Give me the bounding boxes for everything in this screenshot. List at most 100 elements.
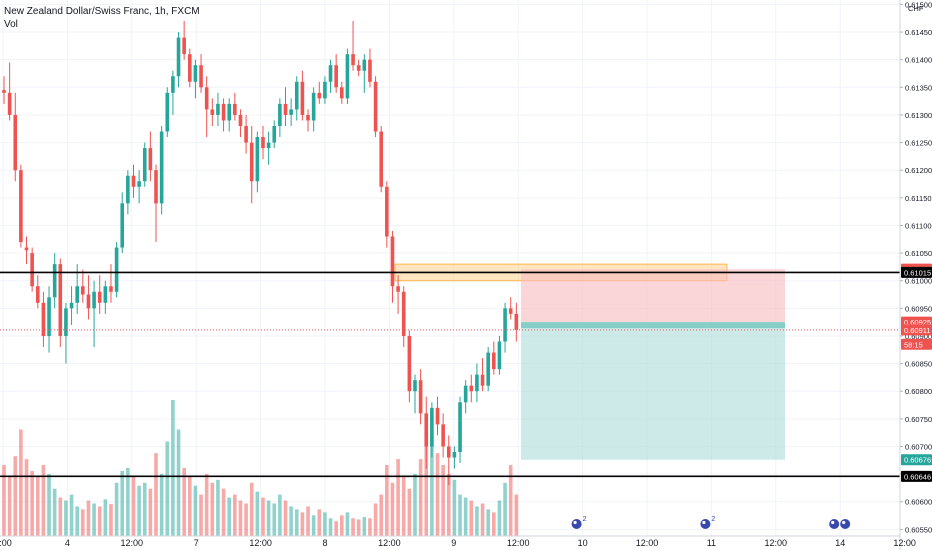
volume-bar: [103, 499, 108, 536]
volume-bar: [41, 465, 46, 536]
candle-body: [430, 407, 434, 447]
candle-body: [283, 103, 288, 115]
candle-body: [306, 114, 310, 121]
volume-bar: [323, 512, 327, 536]
price-tick-label: 0.60850: [905, 360, 932, 369]
price-tick-label: 0.61250: [905, 139, 932, 148]
price-tag-label: 0.61015: [904, 268, 931, 277]
candle-body: [159, 131, 164, 204]
candle-body: [261, 137, 265, 149]
price-axis[interactable]: 0.61500 0.61450 0.61400 0.61350 0.61300 0.612…: [899, 0, 932, 550]
volume-bar: [300, 512, 305, 536]
volume-bar: [249, 482, 254, 536]
candle-body: [373, 81, 378, 132]
volume-bar: [86, 500, 91, 536]
candle-body: [379, 131, 384, 187]
volume-bar: [514, 494, 519, 536]
volume-bar: [283, 500, 288, 536]
candle-body: [272, 125, 277, 143]
volume-bars: [2, 400, 519, 536]
volume-bar: [266, 500, 271, 536]
candle-body: [126, 175, 130, 204]
volume-bar: [385, 465, 389, 536]
volume-bar: [148, 488, 153, 536]
price-tag-label: 0.60676: [904, 456, 931, 465]
time-tick-label: 9: [451, 538, 456, 548]
volume-bar: [379, 494, 384, 536]
volume-bar: [244, 503, 248, 536]
price-tag-label: 0.60911: [904, 326, 931, 335]
volume-bar: [469, 500, 474, 536]
volume-bar: [52, 488, 57, 536]
volume-bar: [497, 500, 502, 536]
volume-bar: [227, 497, 231, 536]
horizontal-lines[interactable]: [0, 271, 900, 478]
volume-bar: [390, 482, 395, 536]
candle-body: [52, 264, 57, 298]
candle-body: [492, 352, 496, 370]
volume-bar: [492, 512, 496, 536]
volume-bar: [486, 509, 490, 536]
volume-bar: [69, 494, 74, 536]
price-tag-background: [901, 266, 932, 278]
price-tag-label: 58:15: [904, 340, 923, 349]
drawing-zones[interactable]: [394, 263, 785, 460]
candle-body: [154, 170, 158, 204]
volume-bar: [396, 459, 400, 536]
candle-body: [368, 59, 372, 82]
volume-bar: [137, 485, 141, 536]
volume-bar: [92, 503, 96, 536]
candlestick-series[interactable]: [2, 20, 519, 486]
volume-bar: [19, 429, 23, 536]
time-tick-label: 12:00: [893, 538, 916, 548]
candle-body: [463, 385, 468, 403]
time-axis[interactable]: 2:00 4 12:00 7 12:00 8 12:00 9 12:00 10 12:00 11 12:…: [0, 535, 916, 548]
event-marker: [829, 519, 851, 529]
candle-body: [75, 286, 79, 303]
time-tick-label: 12:00: [121, 538, 144, 548]
candle-body: [351, 54, 355, 66]
candle-body: [148, 148, 153, 171]
volume-bar: [289, 506, 293, 536]
candle-body: [413, 380, 417, 392]
volume-bar: [199, 494, 203, 536]
event-icon-highlight: [573, 520, 577, 525]
volume-bar: [7, 476, 12, 536]
candle-body: [109, 286, 113, 292]
candle-body: [64, 308, 68, 336]
event-count-label: 2: [711, 516, 715, 523]
volume-bar: [210, 482, 215, 536]
candle-body: [238, 114, 243, 126]
volume-bar: [261, 497, 265, 536]
candle-body: [233, 103, 237, 115]
candle-body: [227, 103, 231, 121]
event-icon: [829, 519, 840, 529]
volume-bar: [165, 441, 170, 536]
price-tick-label: 0.60550: [905, 525, 932, 534]
volume-bar: [126, 468, 130, 536]
candle-body: [294, 81, 299, 110]
event-icon: [571, 519, 582, 529]
event-count-label: 2: [583, 516, 587, 523]
volume-bar: [418, 459, 423, 536]
price-tick-label: 0.61500: [905, 0, 932, 9]
price-tick-label: 0.61050: [905, 249, 932, 258]
candle-body: [328, 65, 333, 82]
time-tick-label: 12:00: [507, 538, 530, 548]
volume-bar: [238, 500, 243, 536]
volume-bar: [368, 518, 372, 536]
candle-body: [362, 59, 367, 71]
time-tick-label: 10: [578, 538, 588, 548]
candle-body: [216, 103, 220, 115]
candle-body: [120, 203, 125, 248]
volume-bar: [193, 485, 198, 536]
volume-bar: [24, 459, 29, 536]
candle-body: [469, 385, 474, 392]
volume-bar: [47, 473, 51, 536]
candle-body: [441, 424, 445, 447]
candle-body: [514, 313, 519, 330]
candle-body: [334, 65, 338, 88]
candle-body: [221, 103, 226, 121]
